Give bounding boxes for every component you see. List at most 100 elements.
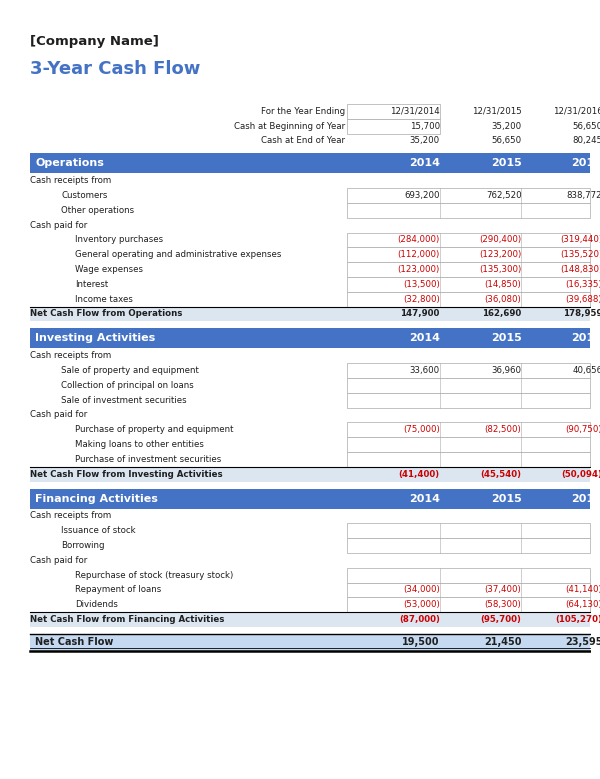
Text: Repurchase of stock (treasury stock): Repurchase of stock (treasury stock) [75, 571, 233, 580]
Text: Collection of principal on loans: Collection of principal on loans [61, 381, 194, 390]
Text: Cash receipts from: Cash receipts from [29, 512, 111, 520]
Text: Cash paid for: Cash paid for [29, 556, 87, 565]
FancyBboxPatch shape [347, 277, 590, 292]
Text: (123,200): (123,200) [479, 250, 521, 259]
Text: 40,656: 40,656 [572, 366, 600, 375]
Text: Issuance of stock: Issuance of stock [61, 527, 136, 535]
FancyBboxPatch shape [29, 634, 590, 650]
Text: (75,000): (75,000) [403, 425, 440, 435]
Text: 80,245: 80,245 [572, 136, 600, 146]
Text: Wage expenses: Wage expenses [75, 265, 143, 274]
Text: (50,094): (50,094) [562, 470, 600, 479]
Text: 762,520: 762,520 [486, 191, 521, 200]
Text: Sale of investment securities: Sale of investment securities [61, 396, 187, 405]
Text: (64,130): (64,130) [566, 601, 600, 609]
Text: 2014: 2014 [409, 158, 440, 168]
Text: 15,700: 15,700 [410, 122, 440, 131]
Text: Interest: Interest [75, 280, 108, 289]
FancyBboxPatch shape [347, 292, 590, 307]
Text: Sale of property and equipment: Sale of property and equipment [61, 366, 199, 375]
Text: 3-Year Cash Flow: 3-Year Cash Flow [29, 60, 200, 78]
FancyBboxPatch shape [347, 597, 590, 612]
Text: Net Cash Flow from Financing Activities: Net Cash Flow from Financing Activities [29, 615, 224, 624]
Text: Cash at End of Year: Cash at End of Year [261, 136, 345, 146]
Text: 12/31/2014: 12/31/2014 [390, 107, 440, 116]
Text: Cash receipts from: Cash receipts from [29, 176, 111, 185]
FancyBboxPatch shape [347, 568, 590, 583]
Text: 2015: 2015 [491, 494, 521, 503]
Text: 147,900: 147,900 [400, 309, 440, 319]
Text: (41,400): (41,400) [398, 470, 440, 479]
FancyBboxPatch shape [347, 583, 590, 597]
Text: Purchase of investment securities: Purchase of investment securities [75, 455, 221, 464]
Text: Net Cash Flow from Investing Activities: Net Cash Flow from Investing Activities [29, 470, 222, 479]
Text: (319,440): (319,440) [560, 235, 600, 245]
FancyBboxPatch shape [29, 153, 590, 174]
Text: (105,270): (105,270) [556, 615, 600, 624]
Text: General operating and administrative expenses: General operating and administrative exp… [75, 250, 281, 259]
Text: (39,688): (39,688) [566, 294, 600, 304]
Text: Cash receipts from: Cash receipts from [29, 351, 111, 361]
FancyBboxPatch shape [29, 329, 590, 348]
Text: 2015: 2015 [491, 333, 521, 344]
FancyBboxPatch shape [347, 104, 440, 119]
Text: (58,300): (58,300) [485, 601, 521, 609]
Text: 12/31/2016: 12/31/2016 [553, 107, 600, 116]
Text: (123,000): (123,000) [397, 265, 440, 274]
FancyBboxPatch shape [347, 523, 590, 538]
FancyBboxPatch shape [347, 119, 440, 134]
Text: 838,772: 838,772 [566, 191, 600, 200]
Text: Inventory purchases: Inventory purchases [75, 235, 163, 245]
Text: (148,830): (148,830) [560, 265, 600, 274]
Text: (36,080): (36,080) [485, 294, 521, 304]
Text: (45,540): (45,540) [481, 470, 521, 479]
Text: 23,595: 23,595 [565, 637, 600, 647]
Text: 12/31/2015: 12/31/2015 [472, 107, 521, 116]
Text: 35,200: 35,200 [410, 136, 440, 146]
FancyBboxPatch shape [347, 422, 590, 437]
Text: (13,500): (13,500) [403, 280, 440, 289]
Text: (16,335): (16,335) [566, 280, 600, 289]
Text: Financing Activities: Financing Activities [35, 494, 158, 503]
Text: (90,750): (90,750) [566, 425, 600, 435]
FancyBboxPatch shape [347, 363, 590, 378]
Text: [Company Name]: [Company Name] [29, 35, 158, 48]
Text: Net Cash Flow: Net Cash Flow [35, 637, 114, 647]
Text: 21,450: 21,450 [484, 637, 521, 647]
Text: 56,650: 56,650 [491, 136, 521, 146]
Text: (34,000): (34,000) [403, 586, 440, 594]
Text: Borrowing: Borrowing [61, 541, 104, 550]
Text: (87,000): (87,000) [399, 615, 440, 624]
Text: (32,800): (32,800) [403, 294, 440, 304]
FancyBboxPatch shape [347, 393, 590, 407]
Text: (82,500): (82,500) [485, 425, 521, 435]
Text: 2016: 2016 [571, 333, 600, 344]
Text: (135,520): (135,520) [560, 250, 600, 259]
Text: Dividends: Dividends [75, 601, 118, 609]
Text: 693,200: 693,200 [404, 191, 440, 200]
Text: (112,000): (112,000) [397, 250, 440, 259]
Text: 36,960: 36,960 [491, 366, 521, 375]
Text: 2016: 2016 [571, 494, 600, 503]
Text: Cash paid for: Cash paid for [29, 220, 87, 230]
Text: (41,140): (41,140) [566, 586, 600, 594]
Text: (135,300): (135,300) [479, 265, 521, 274]
Text: Other operations: Other operations [61, 206, 134, 215]
Text: Cash paid for: Cash paid for [29, 411, 87, 420]
Text: (290,400): (290,400) [479, 235, 521, 245]
FancyBboxPatch shape [29, 467, 590, 481]
Text: 2015: 2015 [491, 158, 521, 168]
Text: (95,700): (95,700) [481, 615, 521, 624]
Text: Repayment of loans: Repayment of loans [75, 586, 161, 594]
Text: (53,000): (53,000) [403, 601, 440, 609]
Text: 162,690: 162,690 [482, 309, 521, 319]
FancyBboxPatch shape [29, 307, 590, 322]
Text: 56,650: 56,650 [572, 122, 600, 131]
Text: For the Year Ending: For the Year Ending [261, 107, 345, 116]
Text: Operations: Operations [35, 158, 104, 168]
FancyBboxPatch shape [347, 538, 590, 553]
FancyBboxPatch shape [347, 378, 590, 393]
Text: 35,200: 35,200 [491, 122, 521, 131]
Text: Investing Activities: Investing Activities [35, 333, 156, 344]
FancyBboxPatch shape [347, 233, 590, 248]
